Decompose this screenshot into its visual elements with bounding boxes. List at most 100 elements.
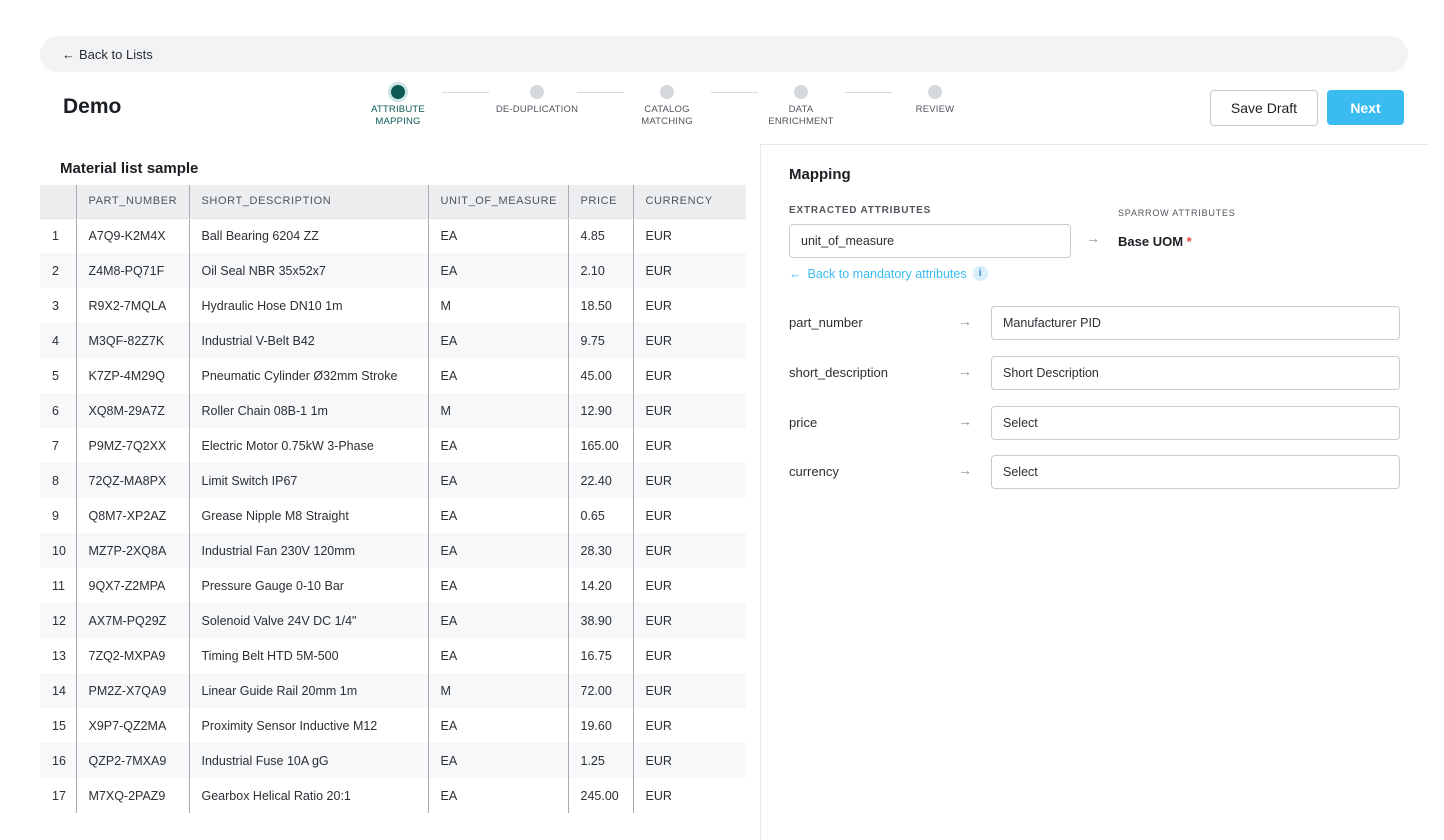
arrow-right-icon: →	[958, 462, 972, 478]
table-row[interactable]: 1 A7Q9-K2M4X Ball Bearing 6204 ZZ EA 4.85 EUR	[40, 218, 746, 253]
part-number-cell: A7Q9-K2M4X	[76, 218, 190, 253]
table-row[interactable]: 2 Z4M8-PQ71F Oil Seal NBR 35x52x7 EA 2.10 EUR	[40, 253, 746, 288]
short-description-cell: Industrial Fuse 10A gG	[189, 743, 429, 778]
part-number-cell: R9X2-7MQLA	[76, 288, 190, 323]
currency-cell: EUR	[633, 463, 746, 498]
unit-of-measure-cell: EA	[428, 428, 569, 463]
page-title: Demo	[63, 95, 122, 118]
unit-of-measure-cell: M	[428, 673, 569, 708]
material-list-table: PART_NUMBER SHORT_DESCRIPTION UNIT_OF_ME…	[40, 185, 746, 840]
short-description-cell: Gearbox Helical Ratio 20:1	[189, 778, 429, 813]
extracted-attribute-field[interactable]: unit_of_measure	[789, 224, 1071, 258]
row-index: 1	[40, 218, 77, 253]
step-data-enrichment[interactable]: DATA ENRICHMENT	[746, 84, 856, 128]
table-row[interactable]: 10 MZ7P-2XQ8A Industrial Fan 230V 120mm EA 2…	[40, 533, 746, 568]
mapping-target-select[interactable]: Select	[991, 406, 1400, 440]
price-cell: 0.65	[568, 498, 634, 533]
part-number-cell: Z4M8-PQ71F	[76, 253, 190, 288]
part-number-cell: 9QX7-Z2MPA	[76, 568, 190, 603]
unit-of-measure-cell: EA	[428, 638, 569, 673]
table-row[interactable]: 4 M3QF-82Z7K Industrial V-Belt B42 EA 9.75 EU…	[40, 323, 746, 358]
table-body: 1 A7Q9-K2M4X Ball Bearing 6204 ZZ EA 4.85 EUR…	[40, 218, 746, 813]
unit-of-measure-cell: EA	[428, 498, 569, 533]
back-to-lists-link[interactable]: ← Back to Lists	[62, 47, 153, 62]
price-cell: 28.30	[568, 533, 634, 568]
unit-of-measure-cell: EA	[428, 218, 569, 253]
unit-of-measure-cell: EA	[428, 358, 569, 393]
next-button[interactable]: Next	[1327, 90, 1404, 125]
part-number-cell: QZP2-7MXA9	[76, 743, 190, 778]
unit-of-measure-cell: EA	[428, 463, 569, 498]
table-row[interactable]: 8 72QZ-MA8PX Limit Switch IP67 EA 22.40 EUR	[40, 463, 746, 498]
step-review[interactable]: REVIEW	[880, 84, 990, 116]
unit-of-measure-cell: EA	[428, 743, 569, 778]
column-header-unit-of-measure[interactable]: UNIT_OF_MEASURE	[428, 185, 569, 219]
column-header-index	[40, 185, 77, 219]
currency-cell: EUR	[645, 438, 672, 453]
column-header-price[interactable]: PRICE	[568, 185, 634, 219]
table-row[interactable]: 11 9QX7-Z2MPA Pressure Gauge 0-10 Bar EA 14.…	[40, 568, 746, 603]
panel-divider	[760, 145, 761, 840]
price-cell: 22.40	[568, 463, 634, 498]
step-label: ATTRIBUTE MAPPING	[371, 104, 425, 127]
info-icon[interactable]: i	[972, 266, 988, 281]
table-title: Material list sample	[60, 160, 199, 177]
mapping-target-select[interactable]: Short Description	[991, 356, 1400, 390]
table-row[interactable]: 16 QZP2-7MXA9 Industrial Fuse 10A gG EA 1.25…	[40, 743, 746, 778]
table-row[interactable]: 13 7ZQ2-MXPA9 Timing Belt HTD 5M-500 EA 16.7…	[40, 638, 746, 673]
short-description-cell: Linear Guide Rail 20mm 1m	[189, 673, 429, 708]
row-index: 11	[40, 568, 77, 603]
step-label: CATALOG MATCHING	[641, 104, 693, 127]
stepper-connector	[442, 92, 489, 93]
part-number-cell: MZ7P-2XQ8A	[76, 533, 190, 568]
short-description-cell: Ball Bearing 6204 ZZ	[189, 218, 429, 253]
currency-cell: EUR	[633, 253, 746, 288]
currency-cell: EUR	[633, 323, 746, 358]
save-draft-button[interactable]: Save Draft	[1210, 90, 1318, 126]
short-description-cell: Roller Chain 08B-1 1m	[189, 393, 429, 428]
part-number-cell: AX7M-PQ29Z	[76, 603, 190, 638]
row-index: 5	[40, 358, 77, 393]
short-description-cell: Grease Nipple M8 Straight	[189, 498, 429, 533]
step-label: REVIEW	[915, 104, 955, 115]
column-header-currency[interactable]: CURRENCY	[633, 185, 746, 219]
table-row[interactable]: 7 P9MZ-7Q2XX Electric Motor 0.75kW 3-Phase…	[40, 428, 746, 463]
mapping-target-select[interactable]: Select	[991, 455, 1400, 489]
mapping-target-select[interactable]: Manufacturer PID	[991, 306, 1400, 340]
currency-cell: EUR	[645, 508, 672, 523]
table-row[interactable]: 12 AX7M-PQ29Z Solenoid Valve 24V DC 1/4" EA…	[40, 603, 746, 638]
step-indicator	[928, 85, 942, 99]
back-to-mandatory-link[interactable]: ← Back to mandatory attributes i	[789, 266, 988, 281]
column-header-part-number[interactable]: PART_NUMBER	[76, 185, 190, 219]
required-marker: *	[1186, 234, 1192, 249]
table-header-row: PART_NUMBER SHORT_DESCRIPTION UNIT_OF_ME…	[40, 185, 746, 219]
short-description-cell: Proximity Sensor Inductive M12	[189, 708, 429, 743]
table-row[interactable]: 15 X9P7-QZ2MA Proximity Sensor Inductive M…	[40, 708, 746, 743]
step-attribute-mapping[interactable]: ATTRIBUTE MAPPING	[343, 84, 453, 128]
table-row[interactable]: 3 R9X2-7MQLA Hydraulic Hose DN10 1m M 18.50 E…	[40, 288, 746, 323]
column-header-short-description[interactable]: SHORT_DESCRIPTION	[189, 185, 429, 219]
table-row[interactable]: 6 XQ8M-29A7Z Roller Chain 08B-1 1m M 12.90 EU…	[40, 393, 746, 428]
table-row[interactable]: 9 Q8M7-XP2AZ Grease Nipple M8 Straight EA 0.…	[40, 498, 746, 533]
price-cell: 38.90	[568, 603, 634, 638]
row-index: 13	[40, 638, 77, 673]
row-index: 15	[40, 708, 77, 743]
part-number-cell: PM2Z-X7QA9	[76, 673, 190, 708]
step-catalog-matching[interactable]: CATALOG MATCHING	[612, 84, 722, 128]
row-index: 16	[40, 743, 77, 778]
currency-cell: EUR	[645, 298, 672, 313]
extracted-attributes-label: EXTRACTED ATTRIBUTES	[789, 205, 932, 216]
price-cell: 245.00	[568, 778, 634, 813]
step-de-duplication[interactable]: DE-DUPLICATION	[482, 84, 592, 116]
table-row[interactable]: 5 K7ZP-4M29Q Pneumatic Cylinder Ø32mm Stro…	[40, 358, 746, 393]
currency-cell: EUR	[645, 648, 672, 663]
short-description-cell: Hydraulic Hose DN10 1m	[189, 288, 429, 323]
step-indicator	[530, 85, 544, 99]
part-number-cell: M7XQ-2PAZ9	[76, 778, 190, 813]
price-cell: 165.00	[568, 428, 634, 463]
price-cell: 16.75	[568, 638, 634, 673]
step-indicator-active	[391, 85, 405, 99]
table-row[interactable]: 17 M7XQ-2PAZ9 Gearbox Helical Ratio 20:1 EA…	[40, 778, 746, 813]
table-row[interactable]: 14 PM2Z-X7QA9 Linear Guide Rail 20mm 1m M 72…	[40, 673, 746, 708]
row-index: 14	[40, 673, 77, 708]
